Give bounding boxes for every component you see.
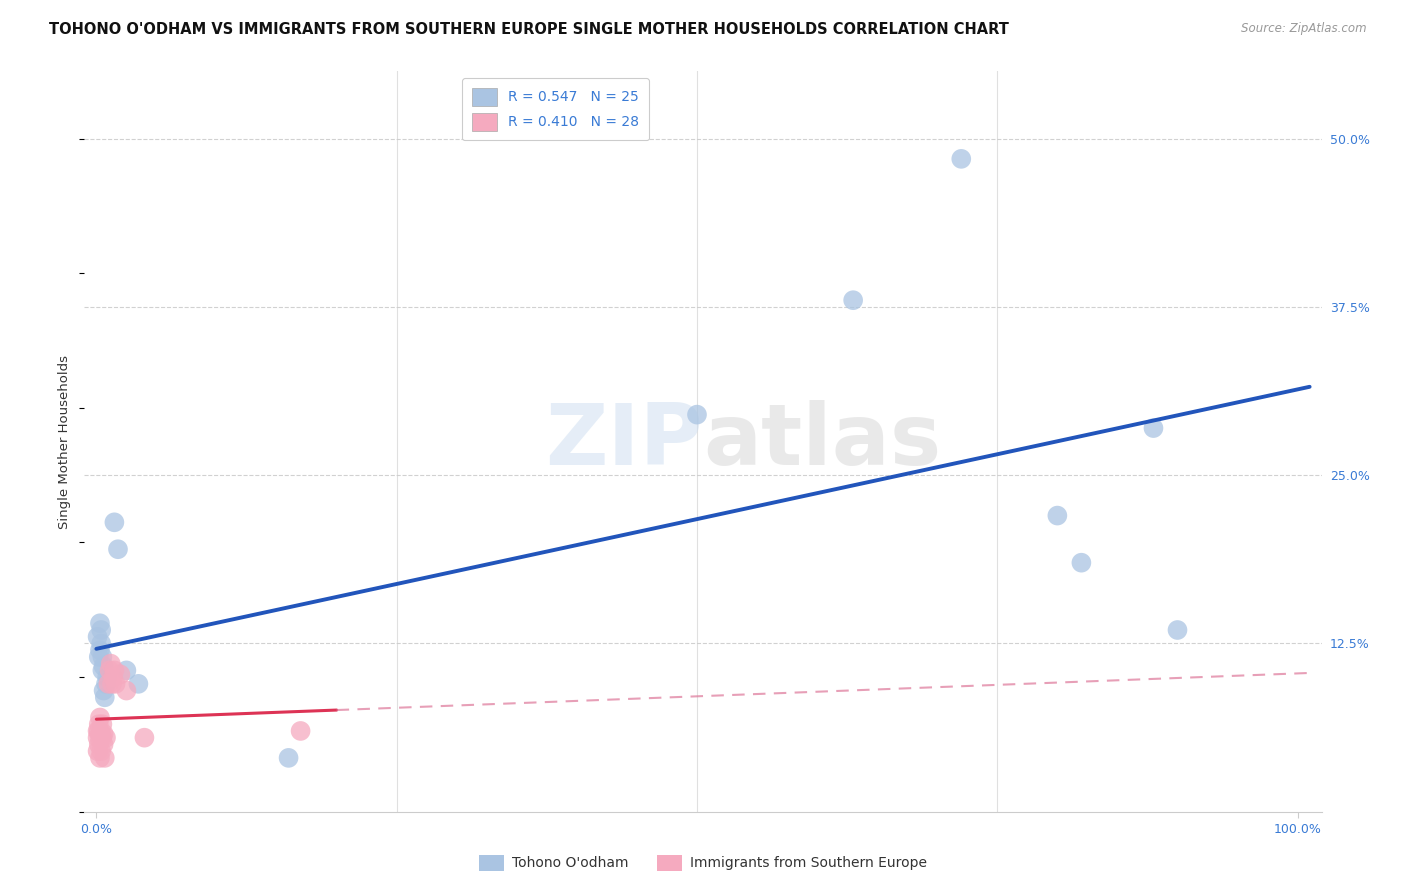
Point: [290, 723, 312, 738]
Text: atlas: atlas: [703, 400, 941, 483]
Point: [93, 659, 115, 673]
Legend: R = 0.547   N = 25, R = 0.410   N = 28: R = 0.547 N = 25, R = 0.410 N = 28: [463, 78, 650, 140]
Point: [91, 649, 114, 664]
Point: [1046, 508, 1069, 523]
Point: [94, 731, 117, 745]
Point: [97, 677, 120, 691]
Point: [93, 683, 115, 698]
Point: [89, 616, 111, 631]
Point: [950, 152, 973, 166]
Text: Source: ZipAtlas.com: Source: ZipAtlas.com: [1241, 22, 1367, 36]
Point: [101, 677, 124, 691]
Legend: Tohono O'odham, Immigrants from Southern Europe: Tohono O'odham, Immigrants from Southern…: [474, 849, 932, 876]
Point: [1070, 556, 1092, 570]
Point: [1142, 421, 1164, 435]
Point: [842, 293, 865, 308]
Point: [93, 726, 115, 740]
Point: [90, 744, 112, 758]
Point: [91, 731, 114, 745]
Point: [87, 738, 110, 752]
Point: [86, 723, 108, 738]
Point: [89, 643, 111, 657]
Point: [103, 664, 125, 678]
Point: [87, 723, 110, 738]
Point: [96, 670, 118, 684]
Point: [91, 664, 114, 678]
Text: ZIP: ZIP: [546, 400, 703, 483]
Point: [87, 649, 110, 664]
Point: [90, 636, 112, 650]
Point: [90, 726, 112, 740]
Point: [103, 516, 125, 530]
Point: [134, 731, 156, 745]
Point: [103, 670, 125, 684]
Point: [90, 623, 112, 637]
Point: [100, 657, 122, 671]
Point: [91, 717, 114, 731]
Point: [94, 690, 117, 705]
Point: [94, 751, 117, 765]
Point: [127, 677, 149, 691]
Point: [86, 630, 108, 644]
Point: [107, 542, 129, 557]
Point: [98, 664, 121, 678]
Point: [277, 751, 299, 765]
Point: [1166, 623, 1188, 637]
Point: [115, 664, 138, 678]
Point: [89, 710, 111, 724]
Point: [686, 408, 709, 422]
Point: [86, 744, 108, 758]
Point: [115, 683, 138, 698]
Point: [93, 738, 115, 752]
Point: [86, 731, 108, 745]
Point: [110, 667, 132, 681]
Point: [89, 751, 111, 765]
Point: [87, 717, 110, 731]
Y-axis label: Single Mother Households: Single Mother Households: [58, 354, 72, 529]
Point: [94, 677, 117, 691]
Point: [104, 677, 127, 691]
Point: [89, 731, 111, 745]
Text: TOHONO O'ODHAM VS IMMIGRANTS FROM SOUTHERN EUROPE SINGLE MOTHER HOUSEHOLDS CORRE: TOHONO O'ODHAM VS IMMIGRANTS FROM SOUTHE…: [49, 22, 1010, 37]
